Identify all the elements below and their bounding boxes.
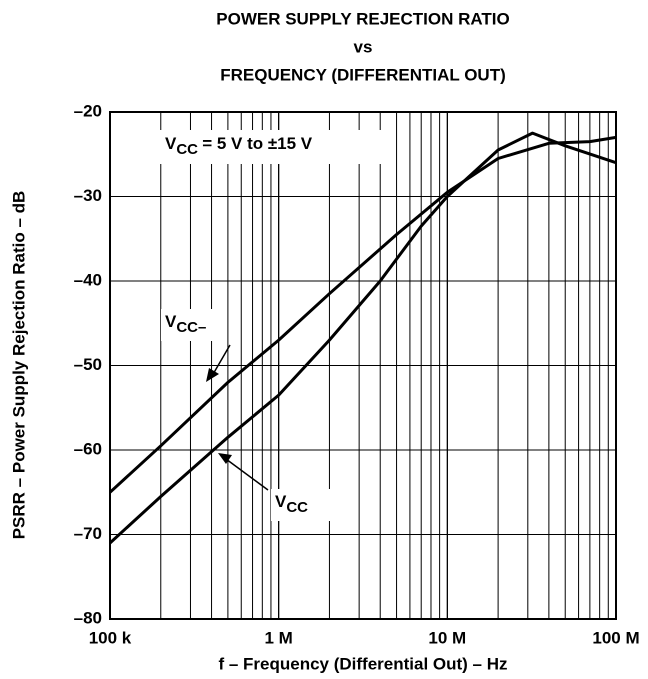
chart-title: vs: [354, 37, 373, 56]
y-tick-label: –20: [74, 101, 102, 120]
annotation-background: [158, 130, 390, 164]
arrow: [225, 458, 269, 491]
y-tick-label: –80: [74, 608, 102, 627]
y-tick-label: –50: [74, 355, 102, 374]
x-tick-label: 100 k: [89, 628, 132, 647]
label-background: [161, 309, 223, 341]
arrowhead: [218, 453, 232, 464]
series-line: [108, 135, 617, 494]
chart-title: FREQUENCY (DIFFERENTIAL OUT): [220, 65, 506, 84]
arrow: [211, 344, 231, 377]
y-axis-label: PSRR – Power Supply Rejection Ratio – dB: [9, 191, 28, 540]
y-tick-label: –70: [74, 524, 102, 543]
series-line: [108, 131, 617, 545]
chart-title: POWER SUPPLY REJECTION RATIO: [216, 9, 509, 28]
x-tick-label: 10 M: [428, 628, 466, 647]
y-tick-label: –60: [74, 439, 102, 458]
x-axis-label: f – Frequency (Differential Out) – Hz: [218, 654, 507, 673]
label-background: [271, 489, 333, 521]
y-tick-label: –30: [74, 186, 102, 205]
arrowhead: [206, 368, 219, 382]
annotation: VCC = 5 V to ±15 V: [165, 134, 313, 157]
plot-frame: [109, 111, 617, 620]
x-tick-label: 100 M: [592, 628, 639, 647]
series-label: VCC–: [165, 312, 206, 335]
y-tick-label: –40: [74, 270, 102, 289]
x-tick-label: 1 M: [264, 628, 292, 647]
series-label: VCC: [275, 492, 308, 515]
